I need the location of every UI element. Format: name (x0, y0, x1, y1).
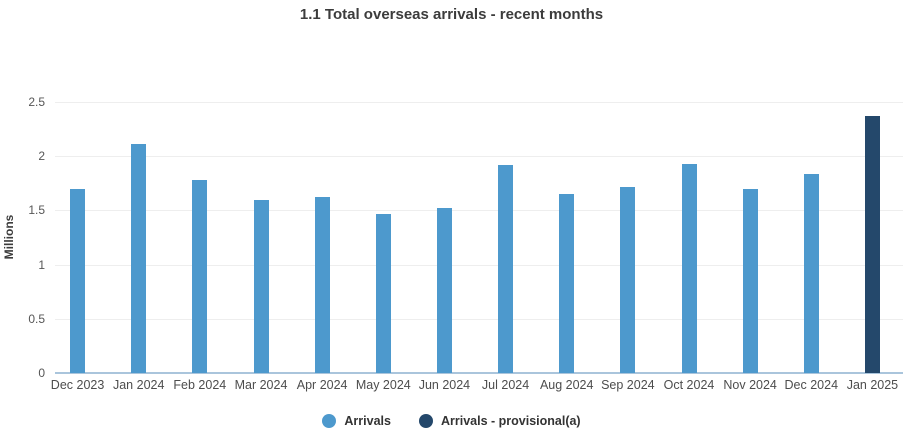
gridline (55, 264, 903, 266)
x-tick-label: Aug 2024 (539, 378, 594, 392)
legend: Arrivals Arrivals - provisional(a) (0, 414, 903, 428)
gridline (55, 318, 903, 320)
legend-item-arrivals[interactable]: Arrivals (322, 414, 391, 428)
x-axis-line (55, 372, 903, 374)
y-tick-label: 2.5 (28, 95, 45, 109)
bar[interactable] (375, 213, 391, 373)
x-tick-label: Sep 2024 (601, 378, 655, 392)
bar[interactable] (314, 197, 330, 373)
gridline (55, 210, 903, 212)
legend-swatch-icon (322, 414, 337, 428)
legend-label: Arrivals - provisional(a) (440, 414, 581, 428)
x-tick-label: Feb 2024 (173, 378, 227, 392)
x-tick-label: Nov 2024 (723, 378, 777, 392)
x-tick-label: Apr 2024 (296, 378, 348, 392)
x-tick-label: Jan 2024 (112, 378, 165, 392)
bar[interactable] (559, 194, 575, 373)
y-tick-label: 1 (38, 257, 45, 272)
legend-item-arrivals-provisional[interactable]: Arrivals - provisional(a) (418, 414, 581, 428)
x-tick-label: May 2024 (355, 378, 411, 392)
bar[interactable] (253, 199, 269, 373)
x-tick-label: Jun 2024 (418, 378, 471, 392)
x-tick-label: Dec 2024 (784, 378, 839, 392)
bar[interactable] (70, 188, 86, 373)
gridline (55, 156, 903, 158)
x-tick-label: Oct 2024 (663, 378, 715, 392)
y-tick-label: 0.5 (28, 311, 45, 326)
legend-label: Arrivals (344, 414, 391, 428)
bar[interactable] (620, 186, 636, 373)
bar[interactable] (131, 144, 147, 373)
x-tick-label: Mar 2024 (234, 378, 288, 392)
y-tick-label: 2 (38, 149, 45, 164)
y-axis-labels: 0 0.5 1 1.5 2 2.5 (0, 0, 45, 448)
legend-swatch-icon (418, 414, 433, 428)
gridline (55, 102, 903, 103)
y-tick-label: 1.5 (28, 203, 45, 218)
chart-title: 1.1 Total overseas arrivals - recent mon… (299, 6, 604, 23)
bar[interactable] (803, 173, 819, 373)
plot-area (47, 102, 903, 374)
y-tick-label: 0 (38, 366, 45, 380)
x-tick-label: Jan 2025 (846, 378, 899, 392)
bar-provisional[interactable] (864, 116, 880, 373)
x-tick-label: Dec 2023 (50, 378, 105, 392)
bar[interactable] (681, 163, 697, 373)
bar[interactable] (742, 188, 758, 373)
bar[interactable] (436, 208, 452, 373)
x-tick-label: Jul 2024 (481, 378, 530, 392)
bar[interactable] (498, 164, 514, 373)
bar[interactable] (192, 180, 208, 373)
x-axis-labels: Dec 2023 Jan 2024 Feb 2024 Mar 2024 Apr 2024… (0, 378, 903, 396)
